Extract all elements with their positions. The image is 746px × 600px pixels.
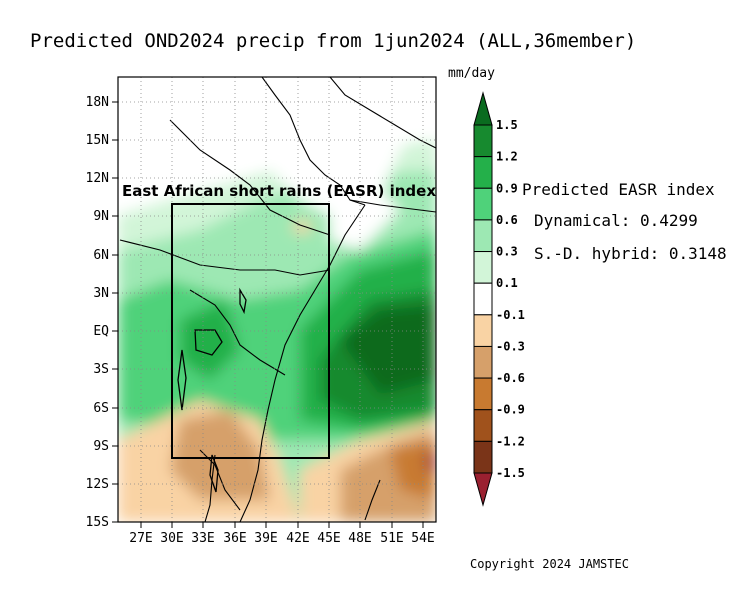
colorbar-swatch: [473, 345, 493, 379]
colorbar: 1.5 1.2 0.9 0.6 0.3 0.1 -0.1 -0.3 -0.6 -0.9 -1.2 -1…: [473, 91, 525, 507]
lon-label: 45E: [317, 531, 340, 546]
colorbar-level-label: -1.2: [496, 434, 525, 448]
lon-label: 48E: [348, 531, 371, 546]
easr-index-heading: Predicted EASR index: [522, 180, 715, 199]
map-frame: [117, 76, 437, 523]
lon-label: 51E: [380, 531, 403, 546]
colorbar-swatch: [473, 440, 493, 474]
lakes: [177, 287, 247, 493]
colorbar-level-label: -0.6: [496, 371, 525, 385]
coastlines: [119, 77, 436, 522]
colorbar-swatch: [473, 314, 493, 347]
lat-label: 6S: [93, 401, 109, 416]
precip-field: [118, 77, 436, 522]
hybrid-index-value: S.-D. hybrid: 0.3148: [534, 244, 727, 263]
colorbar-level-label: 0.6: [496, 213, 518, 227]
colorbar-swatch: [473, 251, 493, 284]
colorbar-level-label: -1.5: [496, 466, 525, 480]
colorbar-level-label: 1.2: [496, 150, 518, 164]
lat-label: EQ: [93, 324, 109, 339]
lat-label: 15N: [86, 133, 109, 148]
colorbar-swatch: [473, 409, 493, 442]
colorbar-bottom-triangle: [473, 472, 493, 507]
lat-label: 9N: [93, 209, 109, 224]
map-title: Predicted OND2024 precip from 1jun2024 (…: [30, 30, 637, 52]
lon-label: 39E: [254, 531, 277, 546]
colorbar-swatch: [473, 377, 493, 411]
lon-label: 33E: [191, 531, 214, 546]
lat-label: 18N: [86, 95, 109, 110]
colorbar-level-label: -0.9: [496, 403, 525, 417]
colorbar-level-label: 0.3: [496, 245, 518, 259]
units-label: mm/day: [448, 66, 495, 81]
colorbar-level-label: 1.5: [496, 118, 518, 132]
copyright-notice: Copyright 2024 JAMSTEC: [470, 557, 629, 571]
lat-label: 3S: [93, 362, 109, 377]
lon-label: 27E: [129, 531, 152, 546]
lon-label: 36E: [223, 531, 246, 546]
colorbar-level-label: 0.9: [496, 181, 518, 195]
colorbar-swatch: [473, 219, 493, 253]
lat-label: 9S: [93, 439, 109, 454]
colorbar-swatch: [473, 187, 493, 221]
lon-label: 30E: [160, 531, 183, 546]
lat-axis: [112, 101, 118, 523]
lat-label: 12S: [86, 477, 109, 492]
colorbar-top-triangle: [473, 91, 493, 126]
lat-label: 6N: [93, 248, 109, 263]
lon-axis: [140, 522, 424, 528]
lat-label: 15S: [86, 515, 109, 530]
lat-label: 12N: [86, 171, 109, 186]
colorbar-swatch: [473, 282, 493, 316]
lat-label: 3N: [93, 286, 109, 301]
lon-label: 54E: [411, 531, 434, 546]
colorbar-level-label: -0.1: [496, 308, 525, 322]
dynamical-index-value: Dynamical: 0.4299: [534, 211, 698, 230]
colorbar-swatch: [473, 124, 493, 158]
colorbar-swatch: [473, 156, 493, 189]
colorbar-level-label: -0.3: [496, 339, 525, 353]
easr-region-label: East African short rains (EASR) index: [122, 182, 436, 200]
easr-region-box: [171, 203, 330, 459]
colorbar-level-label: 0.1: [496, 276, 518, 290]
lon-label: 42E: [286, 531, 309, 546]
